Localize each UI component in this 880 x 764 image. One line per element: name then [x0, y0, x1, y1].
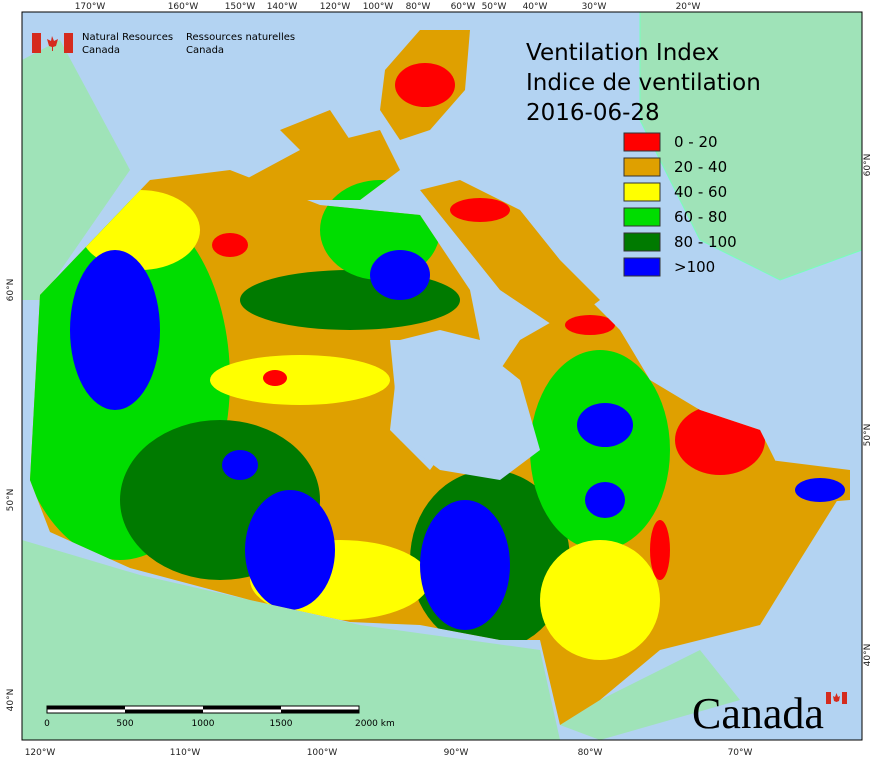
- legend-label: 80 - 100: [674, 233, 737, 251]
- legend-label: 20 - 40: [674, 158, 727, 176]
- legend-swatch: [623, 232, 661, 252]
- graticule-label: 50°N: [6, 489, 16, 512]
- legend-swatch: [623, 157, 661, 177]
- usa: [22, 540, 560, 740]
- graticule-label: 120°W: [25, 748, 56, 758]
- graticule-label: 50°W: [482, 2, 507, 12]
- wordmark: Canada: [692, 689, 824, 738]
- date: 2016-06-28: [526, 100, 660, 126]
- map-frame: [21, 11, 863, 741]
- graticule-label: 60°N: [6, 279, 16, 302]
- scale-label: 1500: [270, 719, 293, 729]
- scale-label: 500: [116, 719, 133, 729]
- legend-label: >100: [674, 258, 715, 276]
- agency-fr: Canada: [186, 45, 224, 56]
- graticule-label: 40°W: [523, 2, 548, 12]
- graticule-label: 160°W: [168, 2, 199, 12]
- graticule-label: 170°W: [75, 2, 106, 12]
- graticule-label: 110°W: [170, 748, 201, 758]
- wordmark-flag: [826, 692, 847, 704]
- graticule-label: 100°W: [363, 2, 394, 12]
- agency-fr: Ressources naturelles: [186, 32, 295, 43]
- legend-label: 60 - 80: [674, 208, 727, 226]
- agency-en: Canada: [82, 45, 120, 56]
- legend-swatch: [623, 132, 661, 152]
- graticule-label: 90°W: [444, 748, 469, 758]
- graticule-label: 30°W: [582, 2, 607, 12]
- graticule-label: 80°W: [406, 2, 431, 12]
- legend-swatch: [623, 182, 661, 202]
- graticule-label: 60°N: [863, 154, 873, 177]
- scale-bar: [46, 705, 360, 714]
- graticule-label: 120°W: [320, 2, 351, 12]
- legend-label: 0 - 20: [674, 133, 718, 151]
- scale-label: 1000: [192, 719, 215, 729]
- legend-label: 40 - 60: [674, 183, 727, 201]
- subtitle: Indice de ventilation: [526, 70, 761, 96]
- alaska: [22, 40, 130, 300]
- graticule-label: 60°W: [451, 2, 476, 12]
- scale-label: 0: [44, 719, 50, 729]
- legend-swatch: [623, 207, 661, 227]
- legend-swatch: [623, 257, 661, 277]
- graticule-label: 80°W: [578, 748, 603, 758]
- usa-east: [560, 650, 740, 740]
- graticule-label: 70°W: [728, 748, 753, 758]
- graticule-label: 40°N: [863, 644, 873, 667]
- graticule-label: 150°W: [225, 2, 256, 12]
- graticule-label: 50°N: [863, 424, 873, 447]
- title: Ventilation Index: [526, 40, 719, 66]
- logo: [32, 33, 73, 53]
- agency-en: Natural Resources: [82, 32, 173, 43]
- graticule-label: 100°W: [307, 748, 338, 758]
- graticule-label: 40°N: [6, 689, 16, 712]
- hudson-bay: [390, 340, 540, 480]
- graticule-label: 20°W: [676, 2, 701, 12]
- graticule-label: 140°W: [267, 2, 298, 12]
- scale-label: 2000 km: [355, 719, 395, 729]
